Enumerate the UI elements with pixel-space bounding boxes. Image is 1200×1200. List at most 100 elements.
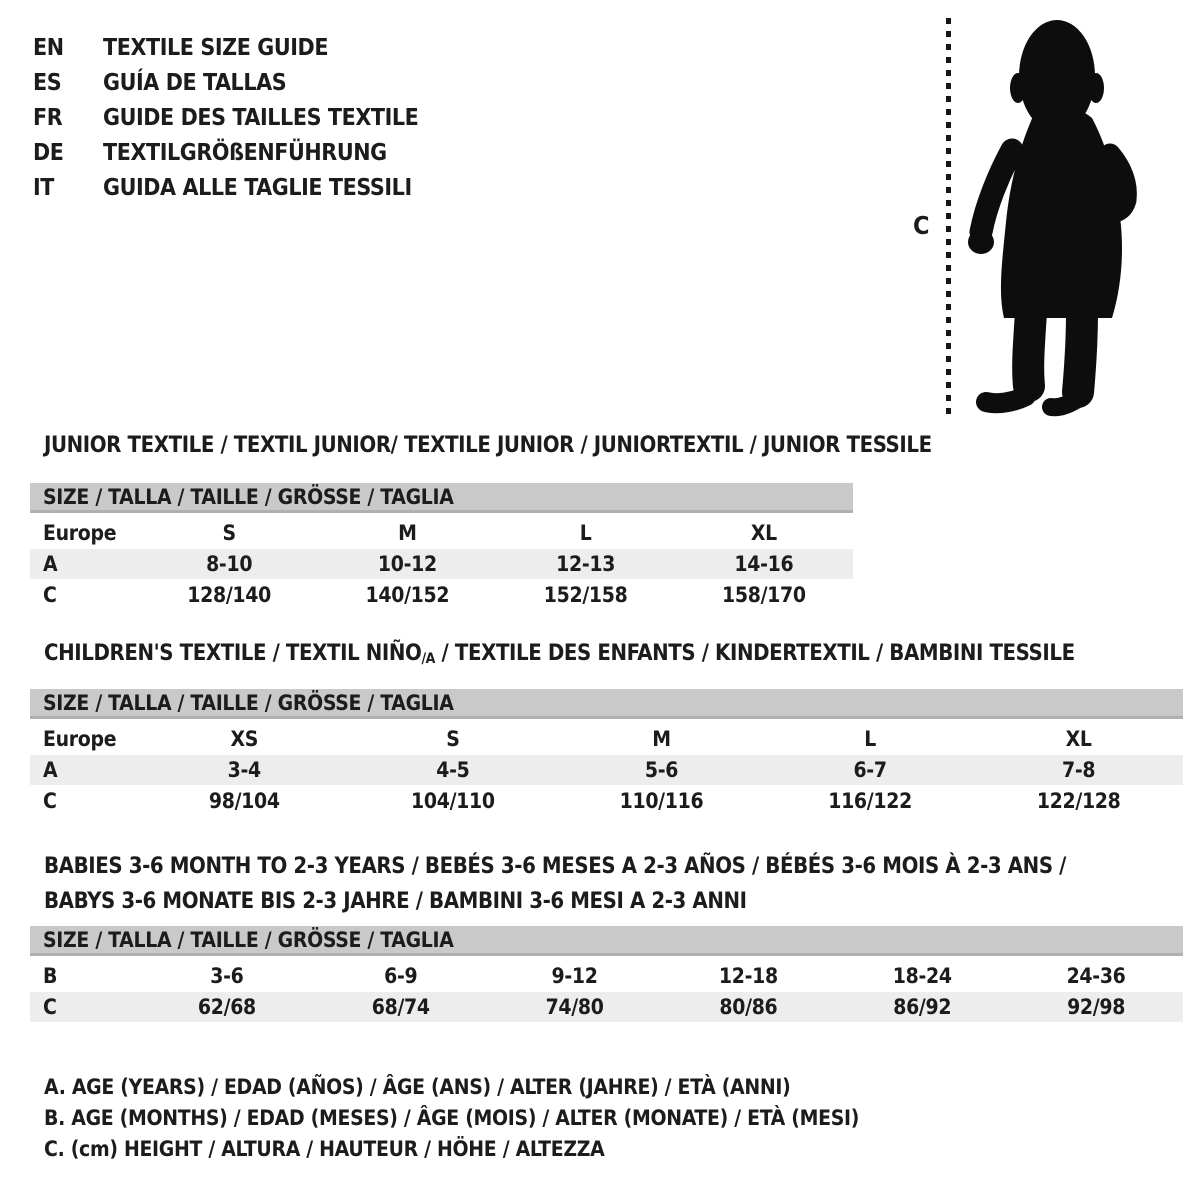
age-cell: 12-13 xyxy=(556,552,616,576)
age-cell: 3-6 xyxy=(210,964,244,988)
table-row-height: C 98/104 104/110 110/116 116/122 122/128 xyxy=(30,785,1183,816)
size-cell: XS xyxy=(230,727,259,751)
age-cell: 24-36 xyxy=(1066,964,1126,988)
height-cell: 68/74 xyxy=(371,995,430,1019)
children-title-suffix: / TEXTILE DES ENFANTS / KINDERTEXTIL / B… xyxy=(435,641,1076,666)
size-cell: M xyxy=(652,727,671,751)
age-cell: 5-6 xyxy=(644,758,679,782)
language-code: ES xyxy=(33,70,62,96)
height-cell: 74/80 xyxy=(545,995,604,1019)
language-code: EN xyxy=(33,35,64,61)
size-cell: S xyxy=(446,727,460,751)
row-label: A xyxy=(43,758,58,782)
age-cell: 18-24 xyxy=(892,964,952,988)
children-title-prefix: CHILDREN'S TEXTILE / TEXTIL NIÑO xyxy=(44,641,422,666)
size-table-header: SIZE / TALLA / TAILLE / GRÖSSE / TAGLIA xyxy=(30,926,1183,956)
size-cell: XL xyxy=(1065,727,1092,751)
age-cell: 9-12 xyxy=(551,964,598,988)
legend-age-years: A. AGE (YEARS) / EDAD (AÑOS) / ÂGE (ANS)… xyxy=(44,1075,791,1099)
row-label: Europe xyxy=(43,521,117,545)
row-label: B xyxy=(43,964,58,988)
table-row-europe: Europe S M L XL xyxy=(30,517,853,549)
table-row-age: A 3-4 4-5 5-6 6-7 7-8 xyxy=(30,755,1183,785)
language-code: DE xyxy=(33,140,64,166)
row-label: C xyxy=(43,788,57,813)
legend-age-months: B. AGE (MONTHS) / EDAD (MESES) / ÂGE (MO… xyxy=(44,1106,860,1130)
silhouette-head xyxy=(1019,20,1095,132)
silhouette-torso xyxy=(1000,106,1122,318)
age-cell: 10-12 xyxy=(377,552,437,576)
height-cell: 140/152 xyxy=(365,582,450,607)
language-row: FR GUIDE DES TAILLES TEXTILE xyxy=(33,101,419,136)
height-cell: 98/104 xyxy=(208,788,280,813)
row-label: A xyxy=(43,552,58,576)
size-cell: S xyxy=(222,521,236,545)
silhouette-arm-left xyxy=(969,138,1024,244)
language-code: IT xyxy=(33,175,55,201)
language-title-list: EN TEXTILE SIZE GUIDE ES GUÍA DE TALLAS … xyxy=(33,31,419,206)
age-cell: 6-7 xyxy=(853,758,887,782)
size-table-header: SIZE / TALLA / TAILLE / GRÖSSE / TAGLIA xyxy=(30,483,853,513)
size-cell: XL xyxy=(750,521,777,545)
height-cell: 122/128 xyxy=(1036,788,1121,813)
size-cell: M xyxy=(398,521,417,545)
guide-title: GUIDA ALLE TAGLIE TESSILI xyxy=(103,175,412,201)
guide-title: GUIDE DES TAILLES TEXTILE xyxy=(103,105,419,131)
height-cell: 158/170 xyxy=(722,582,806,607)
silhouette-ear-left xyxy=(1010,73,1026,103)
language-row: ES GUÍA DE TALLAS xyxy=(33,66,418,101)
height-cell: 92/98 xyxy=(1067,995,1126,1019)
silhouette-leg-left xyxy=(1012,296,1047,402)
height-measure-label: C xyxy=(913,211,930,240)
height-cell: 80/86 xyxy=(719,995,778,1019)
table-row-age-months: B 3-6 6-9 9-12 12-18 18-24 24-36 xyxy=(30,960,1183,992)
guide-title: TEXTILE SIZE GUIDE xyxy=(103,35,329,61)
toddler-silhouette-image xyxy=(968,20,1137,417)
guide-title: GUÍA DE TALLAS xyxy=(103,70,287,96)
silhouette-foot-left xyxy=(976,386,1036,414)
height-cell: 110/116 xyxy=(619,788,704,813)
size-cell: L xyxy=(579,521,592,545)
size-cell: L xyxy=(864,727,876,751)
silhouette-foot-right xyxy=(1042,391,1085,417)
table-row-height: C 128/140 140/152 152/158 158/170 xyxy=(30,579,853,610)
silhouette-hand-left xyxy=(968,230,994,254)
table-row-height: C 62/68 68/74 74/80 80/86 86/92 92/98 xyxy=(30,992,1183,1022)
table-row-europe: Europe XS S M L XL xyxy=(30,723,1183,755)
babies-section-title: BABIES 3-6 MONTH TO 2-3 YEARS / BEBÉS 3-… xyxy=(44,849,1066,919)
legend-height-cm: C. (cm) HEIGHT / ALTURA / HAUTEUR / HÖHE… xyxy=(44,1137,605,1161)
height-cell: 128/140 xyxy=(187,582,271,607)
language-row: DE TEXTILGRÖßENFÜHRUNG xyxy=(33,136,418,171)
language-code: FR xyxy=(33,105,63,131)
age-cell: 8-10 xyxy=(206,552,253,576)
row-label: Europe xyxy=(43,727,117,751)
table-row-age: A 8-10 10-12 12-13 14-16 xyxy=(30,549,853,579)
age-cell: 7-8 xyxy=(1062,758,1096,782)
row-label: C xyxy=(43,582,57,607)
height-cell: 62/68 xyxy=(197,995,256,1019)
height-cell: 104/110 xyxy=(411,788,495,813)
age-cell: 6-9 xyxy=(384,964,418,988)
height-measure-dashed-line xyxy=(946,18,951,415)
height-cell: 86/92 xyxy=(893,995,952,1019)
babies-size-table: SIZE / TALLA / TAILLE / GRÖSSE / TAGLIA … xyxy=(30,926,1183,1022)
junior-section-title: JUNIOR TEXTILE / TEXTIL JUNIOR/ TEXTILE … xyxy=(44,433,932,458)
age-cell: 3-4 xyxy=(227,758,262,782)
language-row: EN TEXTILE SIZE GUIDE xyxy=(33,31,418,66)
silhouette-leg-right xyxy=(1062,296,1098,408)
age-cell: 14-16 xyxy=(734,552,794,576)
children-size-table: SIZE / TALLA / TAILLE / GRÖSSE / TAGLIA … xyxy=(30,689,1183,816)
age-cell: 4-5 xyxy=(436,758,470,782)
babies-title-line1: BABIES 3-6 MONTH TO 2-3 YEARS / BEBÉS 3-… xyxy=(44,854,1067,879)
height-cell: 152/158 xyxy=(543,582,628,607)
row-label: C xyxy=(43,995,57,1019)
silhouette-ear-right xyxy=(1088,73,1104,103)
children-section-title: CHILDREN'S TEXTILE / TEXTIL NIÑO/A / TEX… xyxy=(44,642,1075,668)
silhouette-arm-right xyxy=(1094,143,1137,223)
guide-title: TEXTILGRÖßENFÜHRUNG xyxy=(103,140,387,166)
legend: A. AGE (YEARS) / EDAD (AÑOS) / ÂGE (ANS)… xyxy=(44,1072,859,1165)
height-cell: 116/122 xyxy=(828,788,912,813)
age-cell: 12-18 xyxy=(718,964,778,988)
language-row: IT GUIDA ALLE TAGLIE TESSILI xyxy=(33,171,418,206)
children-title-subscript: /A xyxy=(421,651,436,667)
